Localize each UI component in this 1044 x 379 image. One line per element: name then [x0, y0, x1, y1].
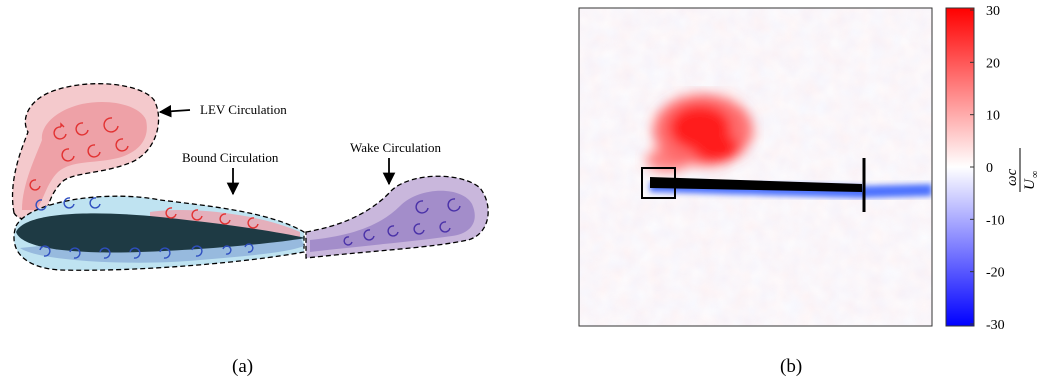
svg-text:∞: ∞ — [1030, 171, 1041, 178]
panel-a-diagram: LEV Circulation Bound Circulation Wake C… — [11, 83, 489, 271]
wake-label: Wake Circulation — [350, 140, 442, 155]
colorbar-tick-label: 10 — [986, 109, 1000, 124]
svg-text:ωc: ωc — [1004, 168, 1020, 186]
svg-text:U: U — [1022, 178, 1038, 190]
colorbar-ticks: 30 20 10 0 -10 -20 -30 — [970, 4, 1005, 333]
colorbar-label: ωc U ∞ — [1004, 148, 1041, 192]
bound-vortex-icons-upper — [35, 197, 101, 211]
caption-b: (b) — [780, 356, 802, 377]
wake-vortex-icons — [343, 198, 461, 246]
bound-vortex-icons-red — [165, 207, 259, 229]
colorbar-tick-label: -10 — [986, 213, 1005, 228]
colorbar: 30 20 10 0 -10 -20 -30 ωc U ∞ — [945, 4, 1041, 333]
bound-label: Bound Circulation — [182, 150, 279, 165]
bound-vortex-icons-lower — [39, 243, 254, 259]
colorbar-tick-label: 20 — [986, 56, 1000, 71]
colorbar-tick-label: -30 — [986, 318, 1005, 333]
caption-a: (a) — [232, 356, 253, 377]
plate-shape — [650, 177, 862, 192]
wake-region — [305, 175, 489, 259]
colorbar-tick-label: 0 — [986, 161, 993, 176]
leading-edge-box — [641, 167, 676, 199]
colorbar-tick-label: -20 — [986, 266, 1005, 281]
panel-b-vorticity-field — [578, 7, 933, 327]
lev-label-arrow — [158, 104, 191, 118]
lev-label: LEV Circulation — [200, 102, 287, 117]
bound-region — [13, 195, 306, 271]
lev-vortex-icons — [29, 117, 129, 191]
colorbar-tick-label: 30 — [986, 4, 1000, 19]
airfoil-shape — [16, 213, 306, 253]
